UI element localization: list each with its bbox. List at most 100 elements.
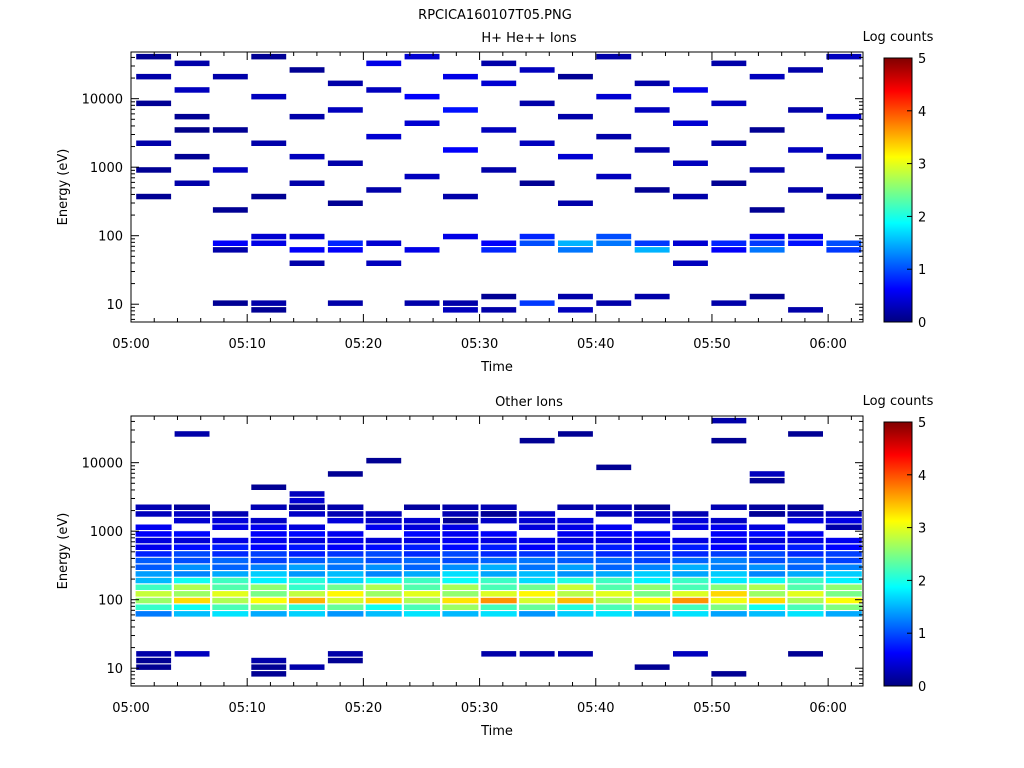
heatmap-cell xyxy=(634,504,670,510)
heatmap-cell xyxy=(519,597,556,604)
heatmap-cell xyxy=(327,80,363,87)
heatmap-cell xyxy=(788,307,823,313)
heatmap-cell xyxy=(442,597,479,604)
heatmap-cell xyxy=(404,120,440,126)
heatmap-cell xyxy=(212,551,249,557)
heatmap-cell xyxy=(481,293,517,300)
heatmap-cell xyxy=(174,511,210,517)
heatmap-cell xyxy=(787,611,824,617)
heatmap-cell xyxy=(634,537,671,544)
heatmap-cell xyxy=(672,517,709,524)
heatmap-cell xyxy=(519,604,556,610)
heatmap-cell xyxy=(672,511,709,517)
heatmap-cell xyxy=(634,147,670,153)
heatmap-cell xyxy=(442,564,479,570)
panel-title: H+ He++ Ions xyxy=(481,31,577,46)
heatmap-cell xyxy=(327,557,364,564)
heatmap-cell xyxy=(404,531,440,537)
x-tick-label: 05:00 xyxy=(112,337,149,352)
heatmap-cell xyxy=(595,524,632,530)
heatmap-cell xyxy=(174,153,210,160)
heatmap-cell xyxy=(366,60,402,67)
heatmap-cell xyxy=(481,127,517,133)
heatmap-cell xyxy=(710,597,747,604)
heatmap-cell xyxy=(250,604,287,610)
heatmap-cell xyxy=(825,604,862,610)
heatmap-cell xyxy=(135,611,172,617)
heatmap-cell xyxy=(250,571,287,577)
heatmap-cell xyxy=(672,571,709,577)
heatmap-cell xyxy=(673,87,708,93)
heatmap-cell xyxy=(787,544,824,550)
colorbar: 0 1 2 3 4 5 Log counts xyxy=(863,30,934,331)
heatmap-cell xyxy=(250,584,287,590)
heatmap-cell xyxy=(212,571,249,577)
heatmap-cell xyxy=(557,564,594,570)
heatmap-cell xyxy=(327,531,364,537)
heatmap-cell xyxy=(174,557,210,564)
heatmap-cell xyxy=(135,597,172,604)
heatmap-cell xyxy=(365,511,402,517)
heatmap-cell xyxy=(365,584,402,590)
x-axis-label: Time xyxy=(480,724,513,739)
heatmap-cell xyxy=(212,591,249,597)
heatmap-cell xyxy=(749,537,786,544)
heatmap-cell xyxy=(749,240,785,246)
heatmap-cell xyxy=(519,544,556,550)
heatmap-cell xyxy=(634,584,671,590)
heatmap-cell xyxy=(710,524,747,530)
heatmap-cell xyxy=(480,564,517,570)
heatmap-cell xyxy=(826,524,862,530)
heatmap-cell xyxy=(711,240,747,246)
heatmap-cell xyxy=(481,247,517,253)
heatmap-cell xyxy=(481,511,517,517)
heatmap-cell xyxy=(327,107,363,113)
heatmap-cell xyxy=(174,611,210,617)
heatmap-cell xyxy=(174,604,210,610)
heatmap-cell xyxy=(174,60,210,67)
heatmap-cell xyxy=(749,591,786,597)
heatmap-cell xyxy=(634,577,671,584)
heatmap-cell xyxy=(787,571,824,577)
heatmap-cell xyxy=(672,604,709,610)
heatmap-cell xyxy=(174,517,210,524)
heatmap-cell xyxy=(442,571,479,577)
heatmap-cell xyxy=(481,80,517,87)
heatmap-cell xyxy=(289,577,325,584)
heatmap-cell xyxy=(480,611,517,617)
heatmap-cell xyxy=(634,611,671,617)
heatmap-cell xyxy=(788,107,823,113)
heatmap-cell xyxy=(519,233,555,240)
heatmap-cell xyxy=(634,551,671,557)
heatmap-cell xyxy=(825,537,862,544)
heatmap-cell xyxy=(251,233,287,240)
heatmap-cell xyxy=(825,544,862,550)
heatmap-cell xyxy=(634,240,670,246)
heatmap-cell xyxy=(365,611,402,617)
heatmap-cell xyxy=(365,544,402,550)
heatmap-cell xyxy=(749,551,786,557)
heatmap-cell xyxy=(749,524,786,530)
y-tick-label: 10 xyxy=(106,662,123,677)
heatmap-cell xyxy=(212,557,249,564)
heatmap-cell xyxy=(711,671,747,677)
heatmap-cell xyxy=(289,537,325,544)
x-axis: 05:00 05:10 05:20 05:30 05:40 05:50 06:00 xyxy=(112,416,852,716)
heatmap-cell xyxy=(826,517,862,524)
heatmap-cell xyxy=(327,471,363,477)
heatmap-cell xyxy=(519,584,556,590)
heatmap-cell xyxy=(404,564,440,570)
heatmap-cell xyxy=(366,187,402,193)
heatmap-cell xyxy=(711,300,747,306)
heatmap-cell xyxy=(174,537,210,544)
heatmap-cell xyxy=(787,557,824,564)
heatmap-cell xyxy=(634,517,671,524)
colorbar-tick-label: 0 xyxy=(918,316,926,331)
heatmap-cell xyxy=(135,544,172,550)
heatmap-cell xyxy=(174,577,210,584)
heatmap-cell xyxy=(136,100,172,107)
heatmap-cell xyxy=(174,504,210,510)
colorbar: 0 1 2 3 4 5 Log counts xyxy=(863,394,934,695)
heatmap-cell xyxy=(174,127,210,133)
heatmap-cell xyxy=(519,591,556,597)
